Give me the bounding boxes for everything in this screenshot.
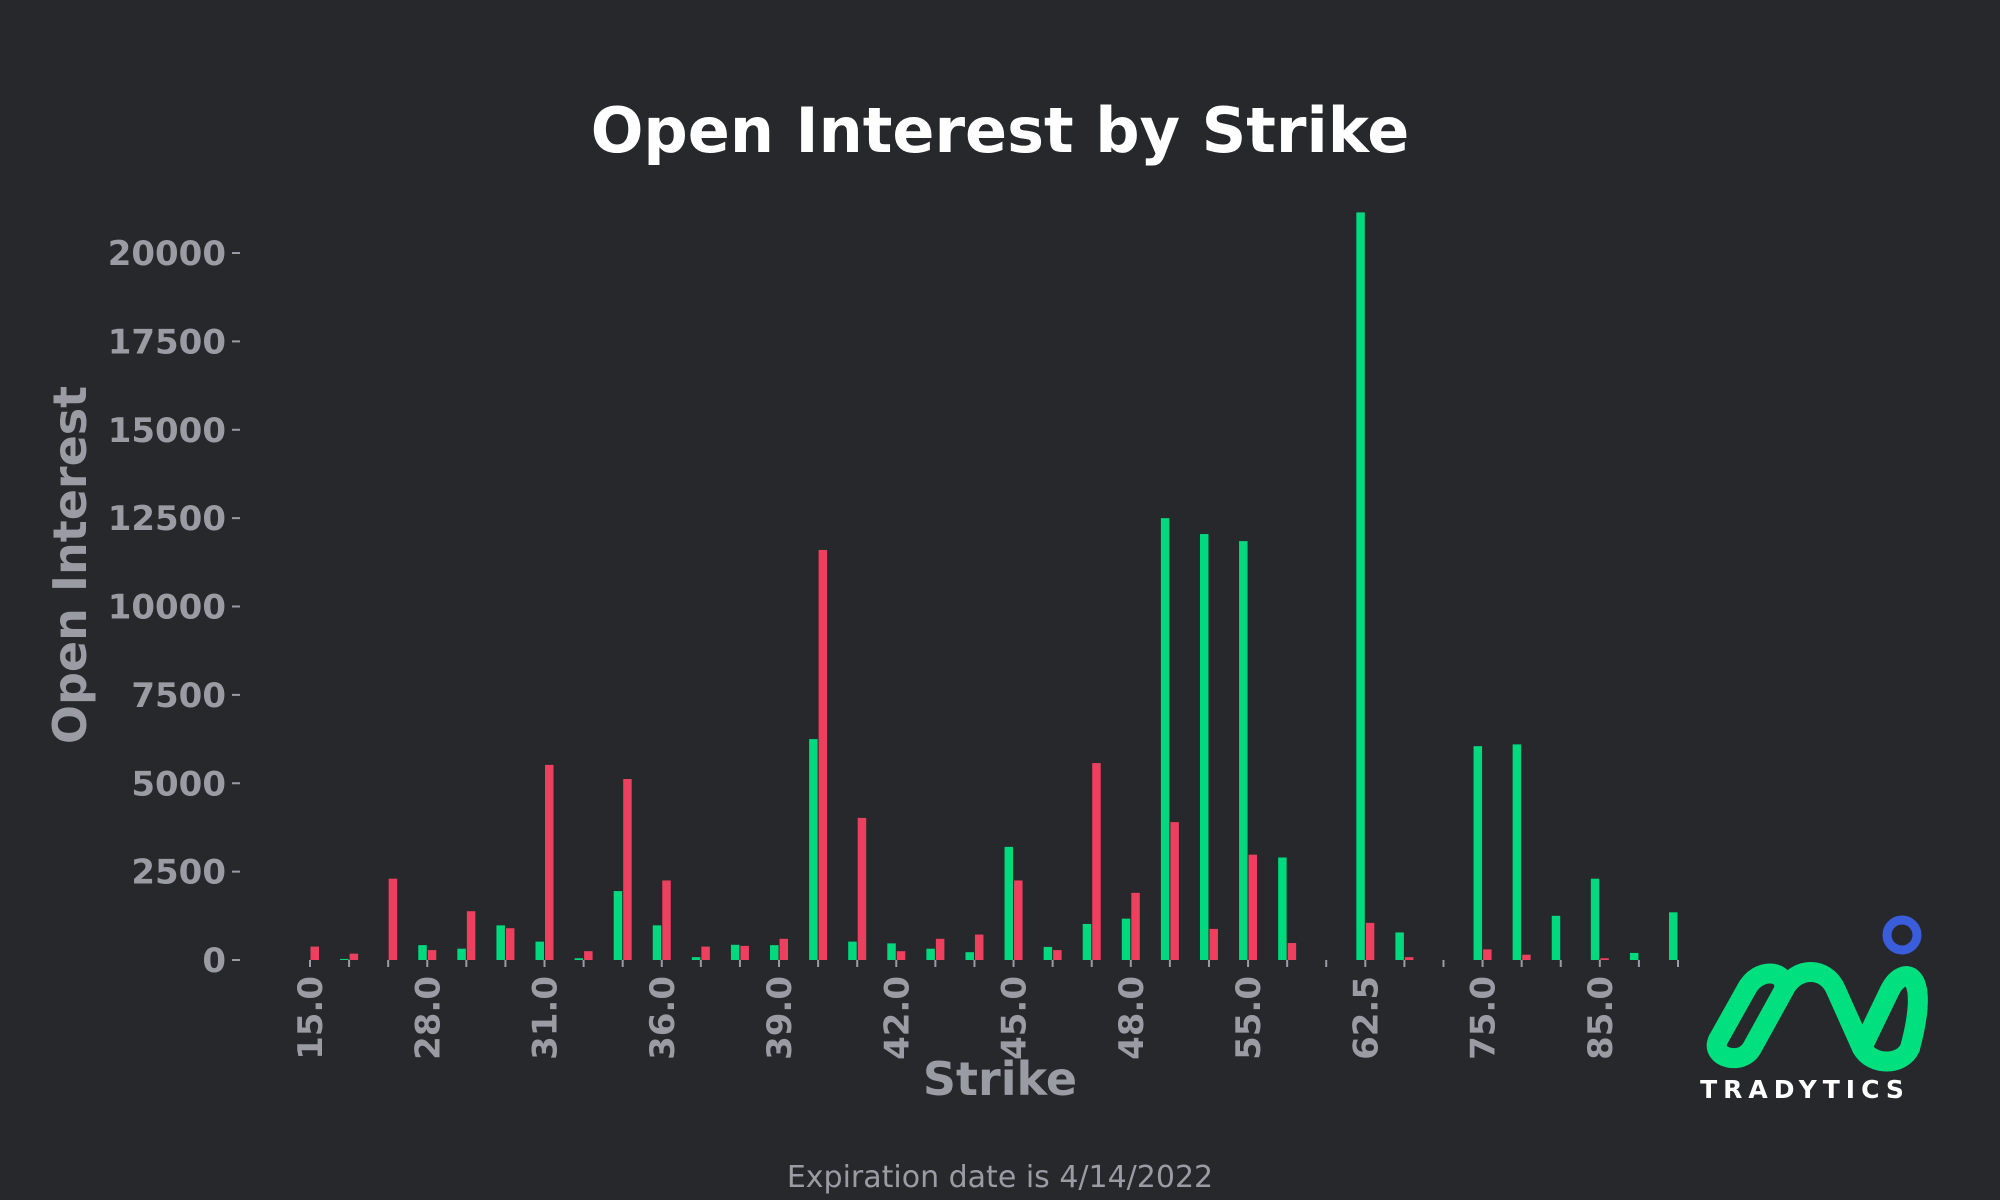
bar-series-1 [926, 948, 935, 960]
y-tick-label: 12500 [108, 499, 226, 539]
tradytics-logo-icon [1706, 915, 1928, 1072]
bar-series-2 [1170, 822, 1179, 960]
bar-series-1 [770, 945, 779, 960]
x-tick-label: 62.5 [1346, 976, 1386, 1060]
bar-series-2 [1404, 957, 1414, 960]
x-axis-label: Strike [923, 1052, 1077, 1106]
x-tick-label: 55.0 [1229, 976, 1269, 1060]
bar-series-1 [1356, 212, 1365, 961]
tradytics-logo: TRADYTICS [1700, 915, 1928, 1104]
bar-series-1 [1043, 946, 1053, 960]
logo-text: TRADYTICS [1700, 1075, 1910, 1104]
y-tick-label: 20000 [108, 234, 226, 274]
bar-series-1 [1082, 923, 1092, 960]
x-tick-label: 48.0 [1112, 976, 1152, 1060]
bar-series-1 [1551, 915, 1561, 960]
bar-series-2 [427, 950, 437, 960]
bar-series-2 [1600, 958, 1609, 960]
y-axis-ticks: 0 2500 5000 7500 10000 12500 15000 17500 20000 [108, 234, 240, 981]
y-tick-label: 10000 [108, 588, 226, 628]
x-tick-label: 42.0 [877, 976, 917, 1060]
bar-series-2 [1365, 922, 1375, 960]
bar-series-2 [545, 764, 554, 960]
bar-series-2 [1014, 880, 1023, 960]
bar-series-2 [1483, 949, 1492, 960]
bar-series-2 [388, 878, 398, 960]
logo-dot-icon [1882, 915, 1922, 955]
bar-series-2 [896, 951, 906, 960]
bar-series-1 [1473, 746, 1483, 960]
x-tick-label: 31.0 [526, 976, 566, 1060]
x-tick-label: 85.0 [1581, 976, 1621, 1060]
y-tick-label: 7500 [131, 676, 226, 716]
x-tick-label: 15.0 [291, 976, 331, 1060]
bar-series-2 [662, 880, 671, 960]
bar-series-1 [965, 952, 974, 960]
bar-series-1 [1512, 744, 1522, 960]
bar-series-1 [574, 958, 584, 960]
bar-series-2 [466, 911, 476, 960]
bar-series-1 [1239, 541, 1248, 960]
y-tick-label: 0 [202, 941, 226, 981]
x-tick-label: 45.0 [995, 976, 1035, 1060]
bar-series-1 [1160, 518, 1170, 960]
bar-series-2 [349, 953, 359, 960]
bar-series-1 [496, 925, 505, 960]
bar-series-1 [1004, 846, 1014, 960]
bar-series-2 [1092, 763, 1101, 960]
y-tick-label: 2500 [131, 853, 226, 893]
bar-series-2 [974, 934, 984, 960]
bar-series-1 [730, 944, 740, 960]
bars [310, 212, 1678, 961]
bar-series-1 [1121, 918, 1131, 960]
y-tick-label: 15000 [108, 411, 226, 451]
bar-series-2 [1131, 892, 1140, 960]
bar-series-2 [310, 946, 319, 960]
bar-series-2 [740, 945, 749, 960]
bar-series-2 [1209, 928, 1218, 960]
bar-series-2 [779, 938, 789, 960]
bar-series-1 [809, 739, 818, 960]
x-tick-label: 28.0 [408, 976, 448, 1060]
bar-series-1 [652, 925, 662, 960]
y-tick-label: 17500 [108, 322, 226, 362]
bar-series-2 [857, 817, 867, 960]
expiration-footnote: Expiration date is 4/14/2022 [787, 1160, 1213, 1195]
bar-series-1 [613, 891, 623, 960]
bar-series-1 [457, 948, 466, 960]
x-axis-ticks: 15.0 28.0 31.0 36.0 39.0 42.0 45.0 48.0 55.0 62.5… [291, 960, 1679, 1060]
bar-series-2 [623, 779, 632, 960]
bar-series-1 [535, 941, 545, 960]
bar-series-2 [1053, 950, 1062, 960]
bar-series-1 [1669, 912, 1678, 960]
bar-series-2 [1522, 954, 1531, 960]
x-tick-label: 39.0 [760, 976, 800, 1060]
bar-series-2 [1287, 943, 1297, 960]
x-tick-label: 36.0 [643, 976, 683, 1060]
bar-series-1 [1278, 857, 1287, 960]
y-tick-label: 5000 [131, 764, 226, 804]
bar-series-1 [1199, 534, 1209, 960]
y-axis-label: Open Interest [43, 386, 97, 744]
bar-series-1 [418, 945, 427, 960]
bar-series-2 [1248, 854, 1258, 960]
bar-series-1 [1629, 952, 1639, 960]
bar-series-2 [584, 951, 593, 960]
chart-title: Open Interest by Strike [591, 94, 1410, 167]
bar-series-1 [340, 958, 349, 960]
bar-series-1 [887, 943, 896, 960]
bar-series-1 [1395, 932, 1404, 960]
bar-series-2 [818, 549, 828, 960]
bar-series-1 [848, 941, 857, 960]
bar-series-2 [701, 946, 710, 960]
bar-series-1 [691, 957, 701, 960]
bar-series-2 [935, 938, 945, 960]
x-tick-label: 75.0 [1464, 976, 1504, 1060]
bar-series-2 [505, 928, 515, 960]
bar-series-1 [1590, 878, 1600, 960]
